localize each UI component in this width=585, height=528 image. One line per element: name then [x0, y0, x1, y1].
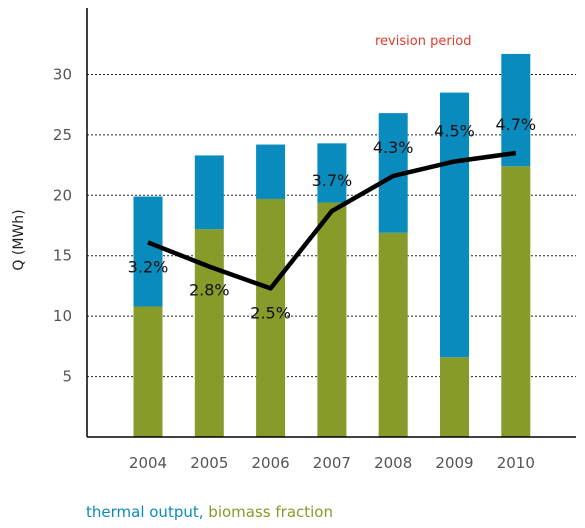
bar-biomass-fraction-2004 — [133, 306, 163, 437]
y-tick-5: 5 — [62, 368, 72, 386]
pct-label-2010: 4.7% — [495, 115, 536, 134]
bar-thermal-output-2010 — [501, 53, 531, 167]
revision-period-annotation: revision period — [375, 34, 471, 49]
bar-thermal-output-2009 — [440, 92, 469, 358]
x-tick-2007: 2007 — [313, 454, 351, 472]
y-tick-30: 30 — [53, 65, 72, 83]
bar-thermal-output-2007 — [317, 143, 347, 203]
legend-thermal-output: thermal output, — [86, 503, 204, 521]
y-axis-label: Q (MWh) — [11, 209, 27, 270]
x-tick-2009: 2009 — [435, 454, 473, 472]
percentage-labels: 3.2% 2.8% 2.5% 3.7% 4.3% 4.5% 4.7% — [128, 115, 536, 322]
x-tick-labels: 2004 2005 2006 2007 2008 2009 2010 — [129, 454, 535, 472]
pct-label-2007: 3.7% — [312, 171, 353, 190]
y-tick-10: 10 — [53, 307, 72, 325]
legend: thermal output, biomass fraction — [86, 503, 333, 521]
x-tick-2004: 2004 — [129, 454, 167, 472]
x-tick-2006: 2006 — [252, 454, 290, 472]
bar-biomass-fraction-2008 — [378, 232, 408, 437]
pct-label-2004: 3.2% — [128, 257, 169, 276]
bar-biomass-fraction-2010 — [501, 166, 531, 437]
pct-label-2008: 4.3% — [373, 138, 414, 157]
bar-thermal-output-2005 — [194, 155, 224, 230]
y-tick-15: 15 — [53, 247, 72, 265]
y-tick-20: 20 — [53, 186, 72, 204]
percentage-line — [147, 150, 517, 291]
bar-biomass-fraction-2006 — [256, 198, 286, 437]
percentage-line-path — [147, 150, 517, 291]
bar-thermal-output-2004 — [133, 196, 163, 307]
x-tick-2010: 2010 — [497, 454, 535, 472]
x-tick-2005: 2005 — [190, 454, 228, 472]
pct-label-2005: 2.8% — [189, 281, 230, 300]
bar-biomass-fraction-2009 — [440, 357, 469, 437]
y-tick-labels: 5 10 15 20 25 30 — [53, 65, 72, 385]
pct-label-2006: 2.5% — [250, 303, 291, 322]
x-tick-2008: 2008 — [374, 454, 412, 472]
legend-biomass-fraction: biomass fraction — [208, 503, 333, 521]
bars — [133, 53, 531, 437]
bar-biomass-fraction-2007 — [317, 202, 347, 437]
y-tick-25: 25 — [53, 126, 72, 144]
bar-thermal-output-2006 — [256, 144, 286, 199]
axes — [86, 8, 576, 438]
pct-label-2009: 4.5% — [434, 121, 475, 140]
